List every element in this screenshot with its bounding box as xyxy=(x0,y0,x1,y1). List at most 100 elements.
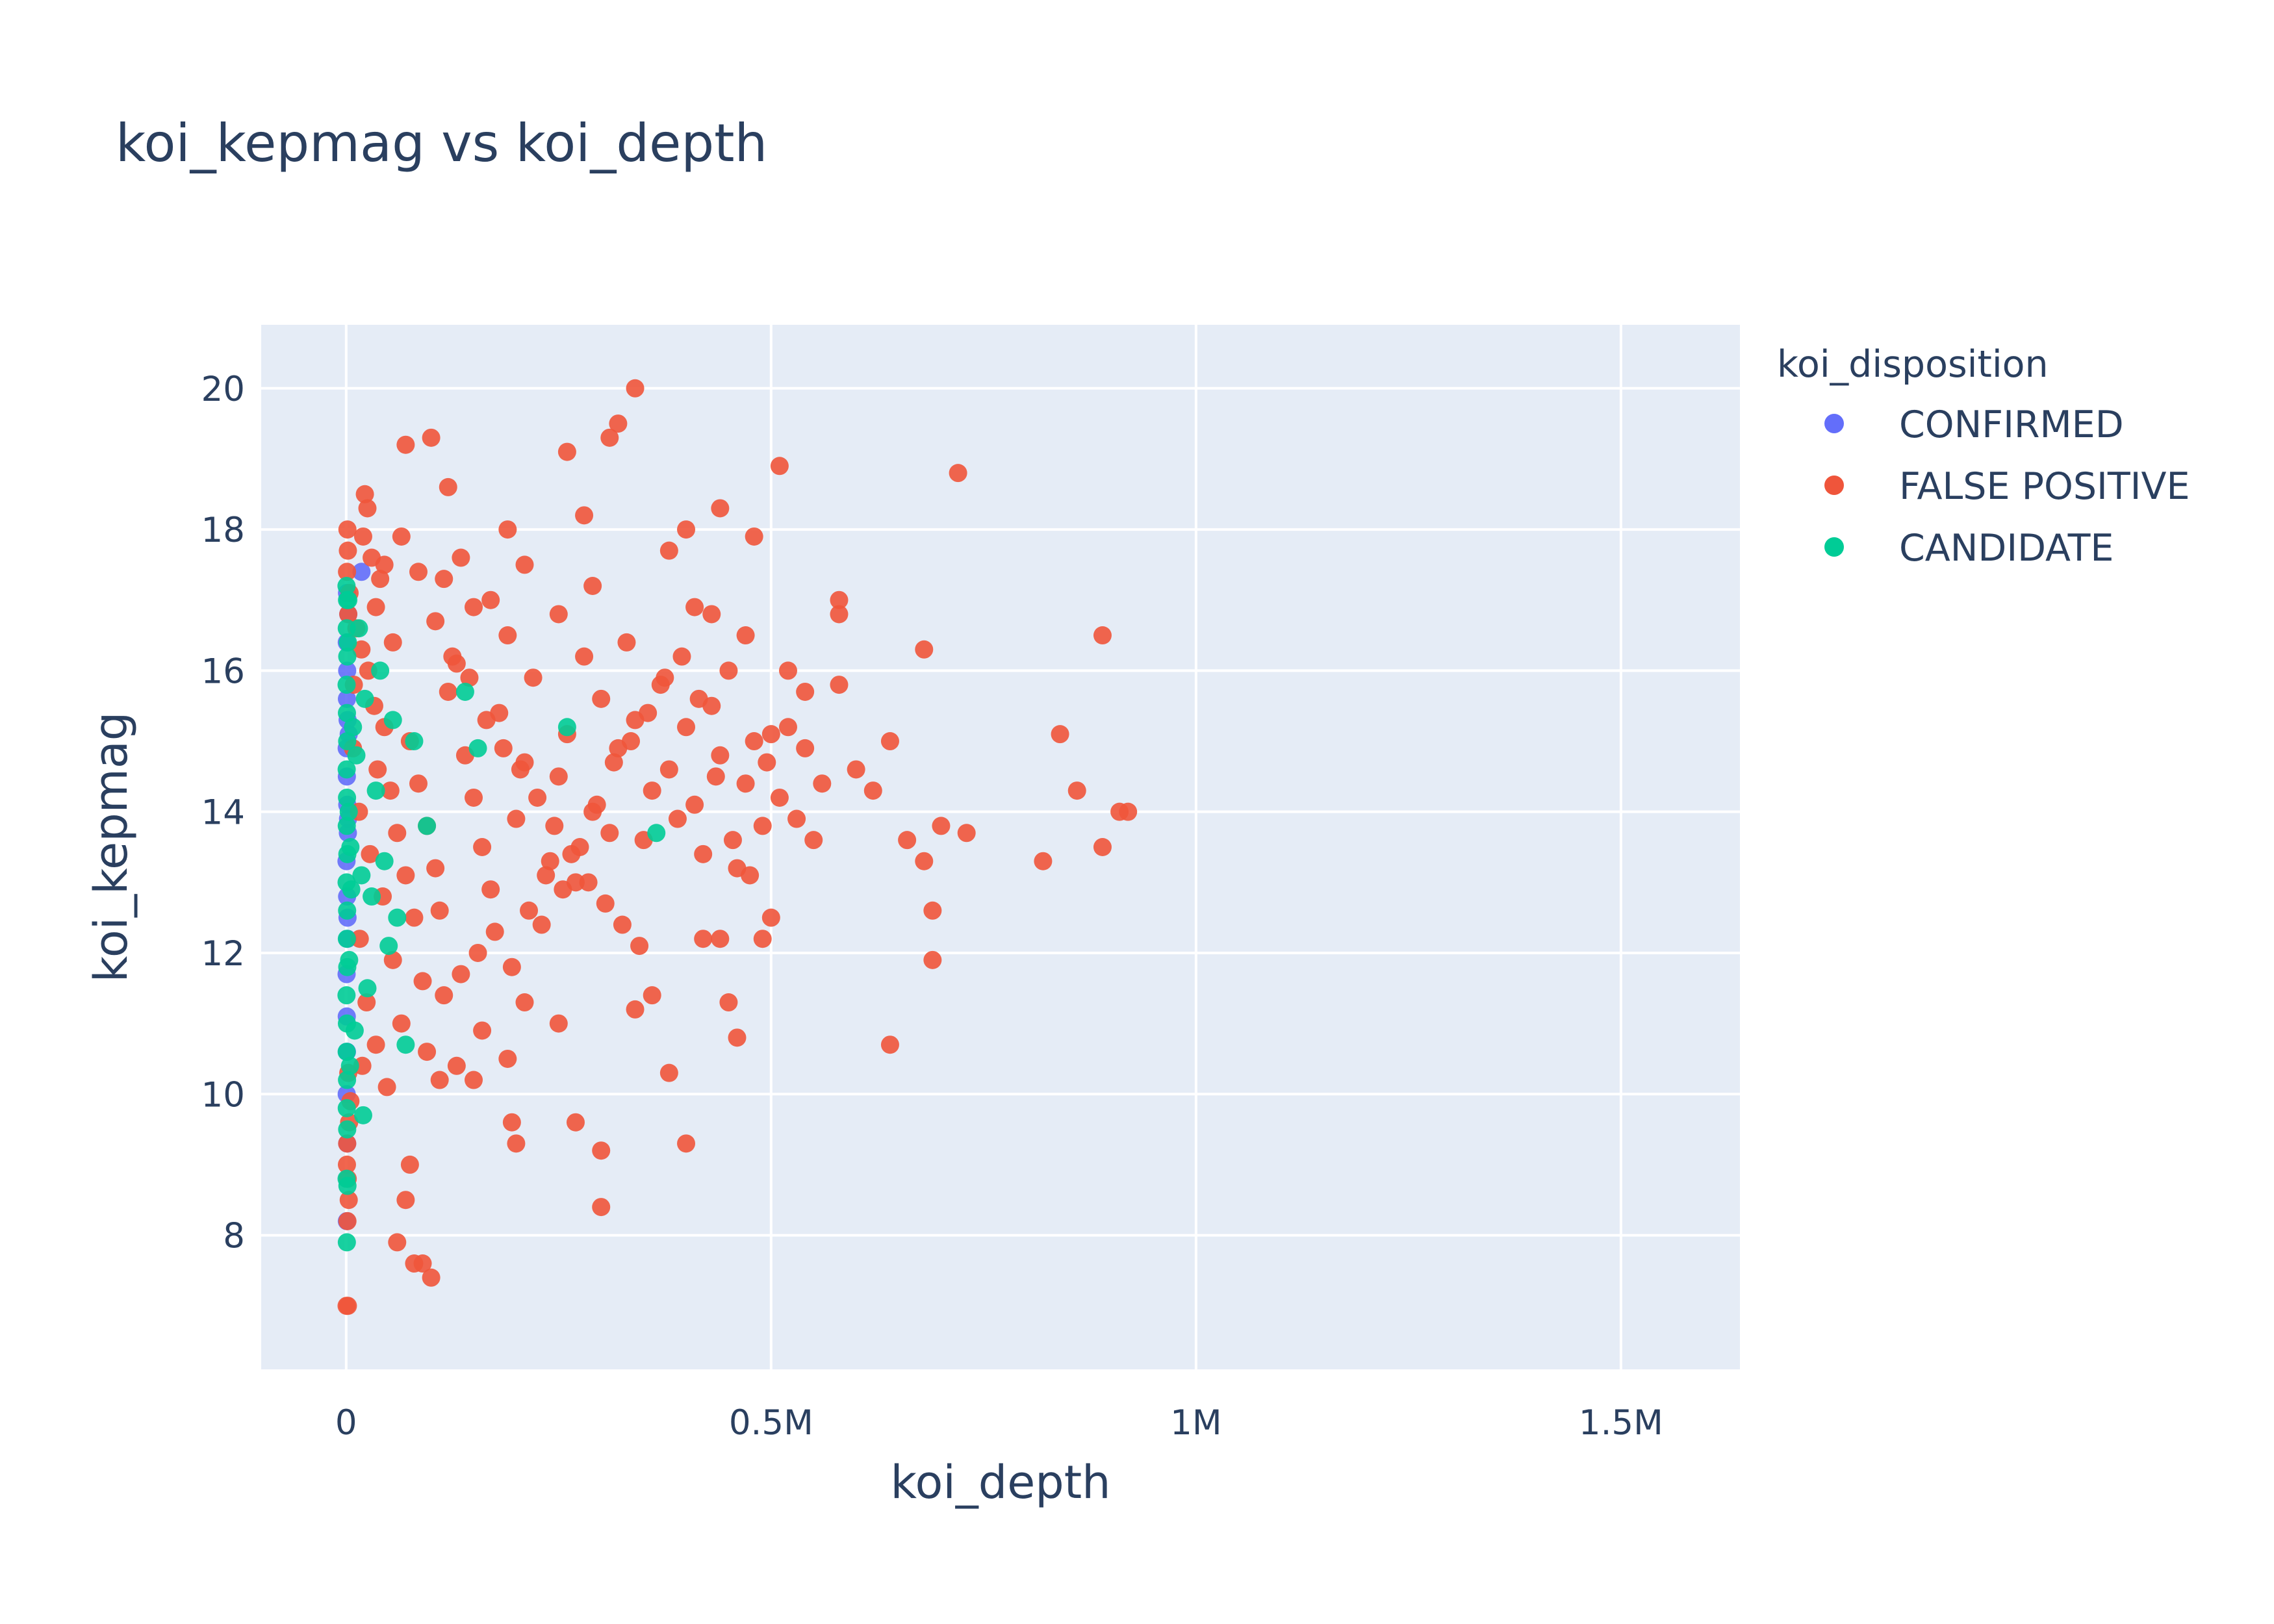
data-point xyxy=(460,668,479,687)
data-point xyxy=(728,1028,747,1047)
data-point xyxy=(368,760,387,779)
data-point xyxy=(357,993,376,1012)
data-point xyxy=(685,795,704,814)
data-point xyxy=(502,1113,521,1132)
y-tick-label: 18 xyxy=(201,511,245,550)
data-point xyxy=(694,930,713,948)
data-point xyxy=(915,640,934,659)
data-point xyxy=(353,527,372,546)
data-point xyxy=(481,880,500,899)
data-point xyxy=(339,541,357,560)
data-point xyxy=(507,1134,526,1153)
data-point xyxy=(932,817,951,835)
data-point xyxy=(847,760,865,779)
data-point xyxy=(511,760,530,779)
data-point xyxy=(804,831,823,850)
data-point xyxy=(338,901,357,920)
data-point xyxy=(337,817,356,835)
data-point xyxy=(338,732,357,751)
data-point xyxy=(524,668,543,687)
y-tick-label: 10 xyxy=(201,1075,245,1115)
data-point xyxy=(338,520,357,539)
data-point xyxy=(350,619,368,638)
data-point xyxy=(337,930,356,948)
data-point xyxy=(626,1000,645,1019)
data-point xyxy=(592,689,611,708)
data-point xyxy=(630,937,649,956)
data-point xyxy=(554,880,572,899)
data-point xyxy=(418,1043,437,1061)
data-point xyxy=(685,598,704,616)
data-point xyxy=(770,457,789,476)
data-point xyxy=(626,379,645,398)
data-point xyxy=(923,950,942,969)
data-point xyxy=(468,739,487,757)
data-point xyxy=(592,1141,611,1160)
data-point xyxy=(375,555,394,574)
data-point xyxy=(392,1014,411,1033)
data-point xyxy=(439,477,457,496)
data-point xyxy=(758,753,776,772)
data-point xyxy=(339,802,358,821)
data-point xyxy=(341,838,360,856)
data-point xyxy=(613,915,632,934)
data-point xyxy=(426,859,445,878)
data-point xyxy=(337,1297,356,1315)
data-point xyxy=(778,661,797,680)
data-point xyxy=(761,725,780,744)
data-point xyxy=(392,527,411,546)
data-point xyxy=(830,590,849,609)
data-point xyxy=(898,831,917,850)
data-point xyxy=(830,605,849,624)
y-tick-label: 20 xyxy=(201,370,245,409)
data-point xyxy=(340,1056,359,1075)
data-point xyxy=(677,1134,696,1153)
data-point xyxy=(345,1021,364,1040)
data-point xyxy=(430,1071,449,1089)
data-point xyxy=(383,711,402,730)
data-point xyxy=(352,640,371,659)
data-point xyxy=(570,838,589,856)
data-point xyxy=(537,866,556,885)
x-axis-title: koi_depth xyxy=(890,1456,1110,1509)
data-point xyxy=(647,824,666,843)
data-point xyxy=(339,1191,358,1210)
data-point xyxy=(677,520,696,539)
data-point xyxy=(361,844,379,863)
plot-area xyxy=(261,325,1740,1369)
data-point xyxy=(643,781,661,800)
data-point xyxy=(498,1049,517,1068)
data-point xyxy=(656,668,674,687)
data-point xyxy=(604,753,623,772)
data-point xyxy=(477,711,496,730)
data-point xyxy=(435,570,454,589)
data-point xyxy=(338,1120,357,1139)
data-point xyxy=(337,1169,356,1188)
data-point xyxy=(388,1233,407,1252)
data-point xyxy=(706,767,725,786)
data-point xyxy=(723,831,742,850)
data-point xyxy=(452,548,470,567)
data-point xyxy=(494,739,513,757)
data-point xyxy=(1051,725,1069,744)
data-point xyxy=(340,950,359,969)
data-point xyxy=(337,704,356,722)
data-point xyxy=(405,908,424,927)
data-point xyxy=(366,1035,385,1054)
data-point xyxy=(575,647,594,666)
data-point xyxy=(557,718,576,737)
data-point xyxy=(498,520,517,539)
data-point xyxy=(481,590,500,609)
y-tick-label: 12 xyxy=(201,934,245,974)
data-point xyxy=(639,704,658,722)
data-point xyxy=(379,937,398,956)
legend-label: CANDIDATE xyxy=(1899,527,2114,570)
data-point xyxy=(549,605,568,624)
data-point xyxy=(830,676,849,694)
x-tick-label: 0.5M xyxy=(729,1403,813,1443)
data-point xyxy=(532,915,551,934)
data-point xyxy=(507,809,526,828)
series-false-positive xyxy=(337,379,1138,1315)
